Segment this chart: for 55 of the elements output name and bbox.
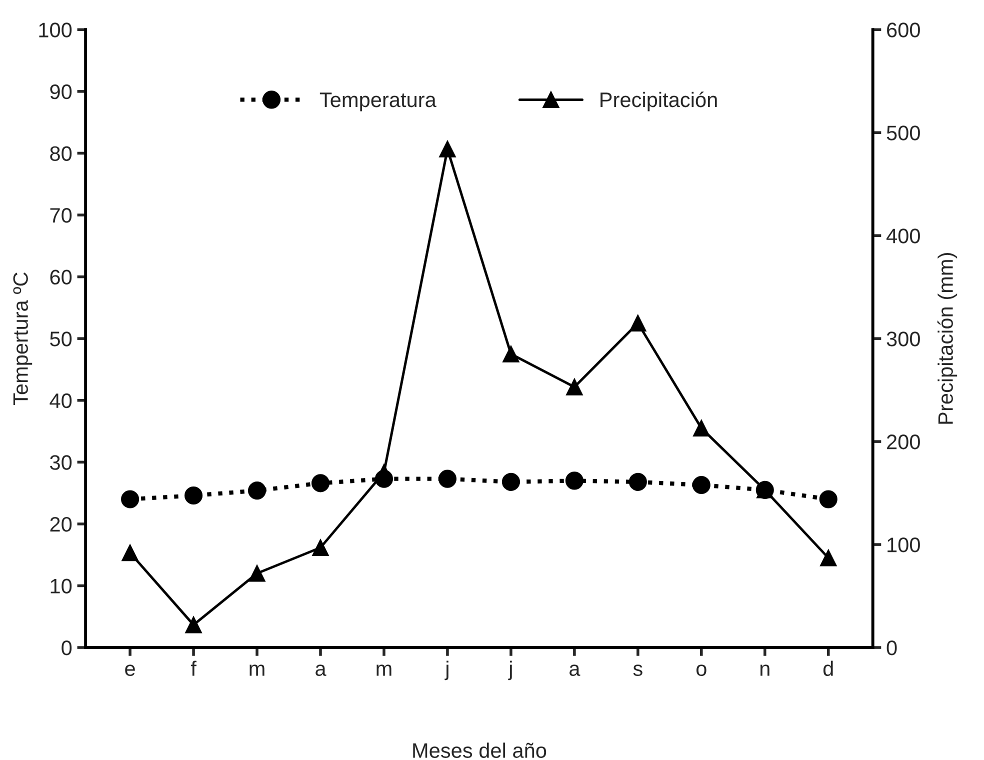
point: [566, 378, 583, 396]
point: [628, 472, 647, 491]
x-tick-label: a: [316, 664, 326, 676]
point: [438, 470, 456, 488]
point: [630, 314, 646, 332]
y-tick-label: 60: [50, 270, 72, 285]
y-tick-label: 100: [39, 22, 72, 38]
x-tick-label: s: [633, 664, 642, 676]
point: [248, 565, 266, 582]
point: [820, 550, 837, 566]
point: [122, 544, 138, 562]
y2-tick-label: 200: [887, 434, 920, 450]
x-tick-label: n: [760, 664, 770, 676]
x-tick-label: e: [125, 664, 135, 676]
x-tick-label: d: [823, 660, 833, 676]
y-tick-label: 20: [50, 516, 72, 532]
y-tick-label: 90: [50, 84, 72, 100]
x-tick-label: a: [570, 664, 580, 676]
x-tick-label: j: [508, 660, 512, 680]
y-axis-title: Tempertura ºC: [13, 272, 32, 406]
y-tick-label: 70: [50, 208, 72, 223]
y-tick-label: 30: [50, 455, 72, 470]
point: [311, 474, 330, 492]
point: [185, 616, 202, 634]
x-tick-label: o: [696, 664, 706, 676]
point: [565, 472, 584, 490]
legend-label: Precipitación: [600, 92, 717, 112]
y2-tick-label: 300: [886, 332, 920, 346]
point: [248, 482, 266, 500]
y2-tick-label: 0: [886, 640, 897, 656]
y-tick-label: 50: [50, 332, 72, 346]
x-tick-label: m: [250, 664, 264, 676]
y2-tick-label: 500: [886, 126, 920, 140]
x-axis-title: Meses del año: [413, 742, 546, 758]
x-tick-label: j: [444, 660, 448, 680]
point: [692, 476, 710, 494]
point: [693, 420, 710, 437]
legend-label: Temperatura: [320, 92, 436, 112]
point: [502, 472, 520, 491]
point: [312, 539, 329, 556]
y-tick-label: 0: [62, 640, 72, 656]
y-tick-label: 80: [50, 146, 72, 161]
point: [502, 346, 520, 362]
y-tick-label: 10: [50, 578, 72, 594]
y2-axis-title: Precipitación (mm): [937, 253, 958, 424]
y2-tick-label: 100: [888, 538, 920, 552]
point: [121, 490, 140, 508]
x-tick-label: f: [190, 660, 196, 676]
point: [439, 140, 456, 158]
y2-tick-label: 400: [886, 228, 920, 244]
y2-tick-label: 600: [887, 22, 920, 38]
point: [184, 486, 203, 505]
y-tick-label: 40: [50, 393, 72, 408]
point: [819, 490, 838, 508]
x-tick-label: m: [376, 664, 392, 676]
